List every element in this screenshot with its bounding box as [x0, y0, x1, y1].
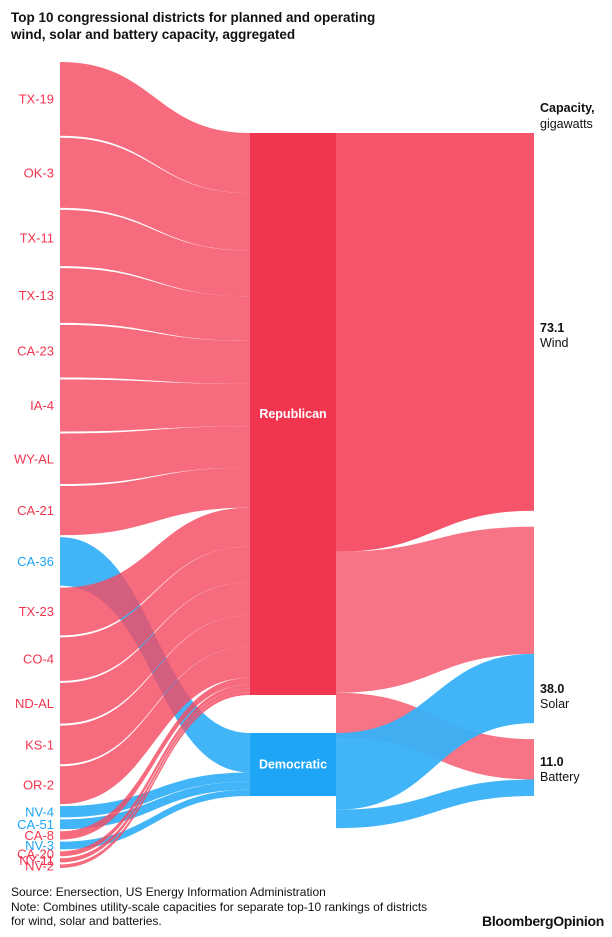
- chart-title: Top 10 congressional districts for plann…: [11, 9, 431, 43]
- flow-ks-1-republican: [60, 615, 250, 765]
- tech-value-solar: 38.0: [540, 682, 564, 696]
- district-label-tx-11: TX-11: [20, 231, 54, 246]
- flow-ok-3-republican: [60, 137, 250, 251]
- flow-nv-4-democratic: [60, 772, 250, 818]
- flow-tx-11-republican: [60, 209, 250, 297]
- note-line-2: for wind, solar and batteries.: [11, 914, 162, 928]
- district-label-wy-al: WY-AL: [14, 451, 54, 466]
- chart-title-line-1: Top 10 congressional districts for plann…: [11, 10, 376, 25]
- party-label-republican: Republican: [259, 407, 326, 421]
- district-label-ca-51: CA-51: [17, 817, 54, 832]
- labels-layer: Republican Democratic TX-19 OK-3 TX-11 TX-13 C…: [14, 91, 595, 873]
- unit-header: Capacity,: [540, 101, 595, 115]
- flow-republican-wind: [336, 133, 534, 552]
- flow-democratic-solar: [336, 653, 534, 810]
- flow-co-4-republican: [60, 546, 250, 681]
- brand-part-2: Opinion: [553, 913, 604, 929]
- district-label-co-4: CO-4: [23, 652, 54, 667]
- district-label-ok-3: OK-3: [24, 165, 54, 180]
- flow-wy-al-republican: [60, 426, 250, 485]
- tech-label-solar: Solar: [540, 697, 569, 711]
- flow-democratic-battery: [336, 779, 534, 829]
- district-label-ca-20: CA-20: [17, 846, 54, 861]
- flows-layer: [60, 62, 534, 868]
- flow-ca-21-republican: [60, 467, 250, 536]
- district-label-tx-19: TX-19: [19, 91, 54, 106]
- district-label-ia-4: IA-4: [30, 398, 54, 413]
- note-line-1: Note: Combines utility-scale capacities …: [11, 899, 428, 914]
- unit-subheader: gigawatts: [540, 117, 593, 131]
- chart-title-line-2: wind, solar and battery capacity, aggreg…: [11, 27, 296, 42]
- district-label-ca-23: CA-23: [17, 344, 54, 359]
- district-label-nv-3: NV-3: [25, 838, 54, 853]
- chart-footer: Source: Enersection, US Energy Informati…: [11, 885, 481, 929]
- flow-ca-8-republican: [60, 677, 250, 840]
- sankey-chart: Republican Democratic TX-19 OK-3 TX-11 TX-13 C…: [14, 62, 595, 874]
- district-label-or-2: OR-2: [23, 778, 54, 793]
- tech-value-battery: 11.0: [540, 755, 564, 769]
- district-label-tx-13: TX-13: [19, 288, 54, 303]
- flow-tx-19-republican: [60, 62, 250, 194]
- party-label-democratic: Democratic: [259, 757, 327, 771]
- district-label-nd-al: ND-AL: [15, 696, 54, 711]
- party-node-republican: [250, 133, 336, 695]
- district-label-nv-2: NV-2: [25, 859, 54, 874]
- district-label-ca-36: CA-36: [17, 554, 54, 569]
- district-label-ks-1: KS-1: [25, 737, 54, 752]
- flow-ny-11-republican: [60, 688, 250, 863]
- brand-logo: BloombergOpinion: [482, 913, 604, 929]
- source-text: Source: Enersection, US Energy Informati…: [11, 885, 326, 899]
- tech-value-wind: 73.1: [540, 321, 564, 335]
- flow-tx-13-republican: [60, 268, 250, 341]
- party-node-democratic: [250, 732, 336, 796]
- flow-ca-23-republican: [60, 324, 250, 384]
- nodes-layer: [250, 133, 336, 796]
- district-label-ny-11: NY-11: [19, 853, 54, 868]
- district-label-tx-23: TX-23: [19, 604, 54, 619]
- tech-label-wind: Wind: [540, 336, 569, 350]
- brand-part-1: Bloomberg: [482, 913, 554, 929]
- district-label-ca-8: CA-8: [24, 828, 54, 843]
- flow-or-2-republican: [60, 646, 250, 805]
- district-label-ca-21: CA-21: [17, 503, 54, 518]
- flow-nv-2-republican: [60, 692, 250, 868]
- flow-nv-3-democratic: [60, 789, 250, 850]
- district-label-nv-4: NV-4: [25, 804, 54, 819]
- flow-tx-23-republican: [60, 507, 250, 636]
- flow-ca-20-republican: [60, 684, 250, 857]
- tech-label-battery: Battery: [540, 770, 580, 784]
- flow-ia-4-republican: [60, 379, 250, 432]
- flow-nd-al-republican: [60, 582, 250, 724]
- flow-republican-solar: [336, 526, 534, 693]
